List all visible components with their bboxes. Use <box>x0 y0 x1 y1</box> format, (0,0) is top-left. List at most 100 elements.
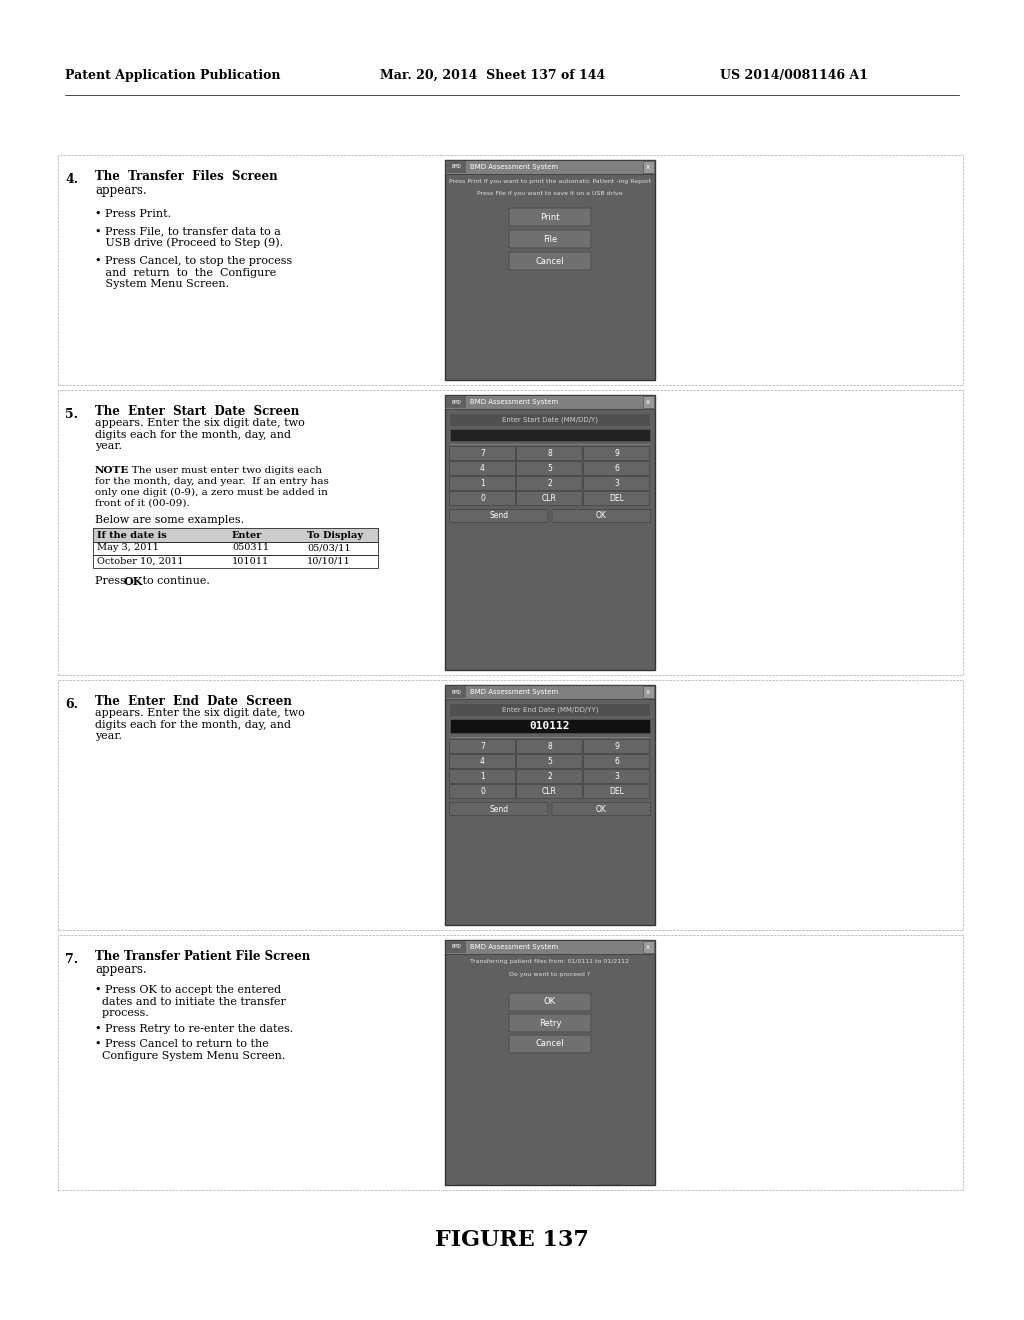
FancyBboxPatch shape <box>450 755 515 768</box>
FancyBboxPatch shape <box>450 510 548 523</box>
Bar <box>445 685 655 700</box>
Bar <box>445 395 655 671</box>
Text: Mar. 20, 2014  Sheet 137 of 144: Mar. 20, 2014 Sheet 137 of 144 <box>380 69 605 82</box>
Text: appears.: appears. <box>95 964 146 975</box>
Bar <box>58 389 963 675</box>
Text: The  Enter  Start  Date  Screen: The Enter Start Date Screen <box>95 405 299 418</box>
FancyBboxPatch shape <box>509 209 591 226</box>
Bar <box>446 686 466 698</box>
Text: File: File <box>543 235 557 243</box>
Text: NOTE: NOTE <box>95 466 129 475</box>
Bar <box>445 395 655 409</box>
Text: • Press Cancel, to stop the process
   and  return  to  the  Configure
   System: • Press Cancel, to stop the process and … <box>95 256 292 289</box>
Text: 6: 6 <box>614 756 618 766</box>
Bar <box>93 528 378 543</box>
Text: 6: 6 <box>614 465 618 473</box>
Text: The Transfer Patient File Screen: The Transfer Patient File Screen <box>95 950 310 964</box>
Text: 010112: 010112 <box>529 721 570 731</box>
Bar <box>58 154 963 385</box>
FancyBboxPatch shape <box>584 770 649 784</box>
Text: x: x <box>646 164 650 170</box>
Text: May 3, 2011: May 3, 2011 <box>97 544 159 553</box>
Text: 1: 1 <box>480 772 485 781</box>
FancyBboxPatch shape <box>450 803 548 816</box>
Bar <box>445 685 655 925</box>
Text: The  Transfer  Files  Screen: The Transfer Files Screen <box>95 170 278 183</box>
FancyBboxPatch shape <box>584 446 649 461</box>
Text: 1: 1 <box>480 479 485 488</box>
FancyBboxPatch shape <box>450 739 515 754</box>
Text: front of it (00-09).: front of it (00-09). <box>95 499 189 508</box>
Text: Below are some examples.: Below are some examples. <box>95 515 244 525</box>
Text: Cancel: Cancel <box>536 1040 564 1048</box>
Bar <box>446 161 466 173</box>
FancyBboxPatch shape <box>516 755 583 768</box>
Text: Cancel: Cancel <box>536 256 564 265</box>
Text: appears.: appears. <box>95 183 146 197</box>
Text: 3: 3 <box>614 479 618 488</box>
Text: 3: 3 <box>614 772 618 781</box>
Text: 4: 4 <box>480 465 485 473</box>
Text: BMD Assessment System: BMD Assessment System <box>470 164 558 170</box>
Text: • Press Cancel to return to the
  Configure System Menu Screen.: • Press Cancel to return to the Configur… <box>95 1039 286 1060</box>
Bar <box>450 414 650 426</box>
FancyBboxPatch shape <box>516 477 583 491</box>
FancyBboxPatch shape <box>584 491 649 506</box>
Bar <box>93 543 378 554</box>
FancyBboxPatch shape <box>509 1014 591 1032</box>
Text: 0: 0 <box>480 787 485 796</box>
Bar <box>643 396 654 408</box>
Bar <box>450 429 650 441</box>
FancyBboxPatch shape <box>516 462 583 475</box>
Text: 4.: 4. <box>65 173 78 186</box>
Bar <box>446 941 466 953</box>
FancyBboxPatch shape <box>516 491 583 506</box>
Text: Press: Press <box>95 576 129 586</box>
Text: • Press Print.: • Press Print. <box>95 209 171 219</box>
FancyBboxPatch shape <box>450 784 515 799</box>
Text: Print: Print <box>541 213 560 222</box>
FancyBboxPatch shape <box>509 1035 591 1053</box>
Bar <box>643 686 654 698</box>
Text: 5: 5 <box>547 465 552 473</box>
Text: BMD Assessment System: BMD Assessment System <box>470 399 558 405</box>
FancyBboxPatch shape <box>552 803 650 816</box>
Text: US 2014/0081146 A1: US 2014/0081146 A1 <box>720 69 868 82</box>
Text: 05/03/11: 05/03/11 <box>307 544 350 553</box>
Text: 5: 5 <box>547 756 552 766</box>
Text: OK: OK <box>596 804 606 813</box>
Text: Enter Start Date (MM/DD/Y): Enter Start Date (MM/DD/Y) <box>502 417 598 424</box>
Text: only one digit (0-9), a zero must be added in: only one digit (0-9), a zero must be add… <box>95 488 328 498</box>
Text: 2: 2 <box>547 479 552 488</box>
Bar <box>445 160 655 380</box>
Bar <box>450 704 650 715</box>
FancyBboxPatch shape <box>584 462 649 475</box>
Text: appears. Enter the six digit date, two
digits each for the month, day, and
year.: appears. Enter the six digit date, two d… <box>95 418 305 451</box>
FancyBboxPatch shape <box>516 739 583 754</box>
Text: BMD: BMD <box>451 400 461 404</box>
FancyBboxPatch shape <box>450 770 515 784</box>
Text: 5.: 5. <box>65 408 78 421</box>
Text: Send: Send <box>489 511 508 520</box>
Text: BMD Assessment System: BMD Assessment System <box>470 689 558 696</box>
Text: 7.: 7. <box>65 953 78 966</box>
FancyBboxPatch shape <box>450 477 515 491</box>
Text: for the month, day, and year.  If an entry has: for the month, day, and year. If an entr… <box>95 477 329 486</box>
FancyBboxPatch shape <box>509 993 591 1011</box>
Text: OK: OK <box>124 576 143 587</box>
Text: 8: 8 <box>547 449 552 458</box>
FancyBboxPatch shape <box>450 462 515 475</box>
Text: 2: 2 <box>547 772 552 781</box>
FancyBboxPatch shape <box>516 770 583 784</box>
Text: : The user must enter two digits each: : The user must enter two digits each <box>125 466 322 475</box>
Text: Transferring patient files from: 01/0111 to 01/2112: Transferring patient files from: 01/0111… <box>470 960 630 964</box>
Text: 9: 9 <box>614 742 618 751</box>
Text: 050311: 050311 <box>232 544 269 553</box>
FancyBboxPatch shape <box>584 755 649 768</box>
Bar <box>445 940 655 954</box>
Text: 0: 0 <box>480 494 485 503</box>
Bar <box>445 940 655 1185</box>
Text: OK: OK <box>596 511 606 520</box>
Text: 4: 4 <box>480 756 485 766</box>
Text: 7: 7 <box>480 742 485 751</box>
